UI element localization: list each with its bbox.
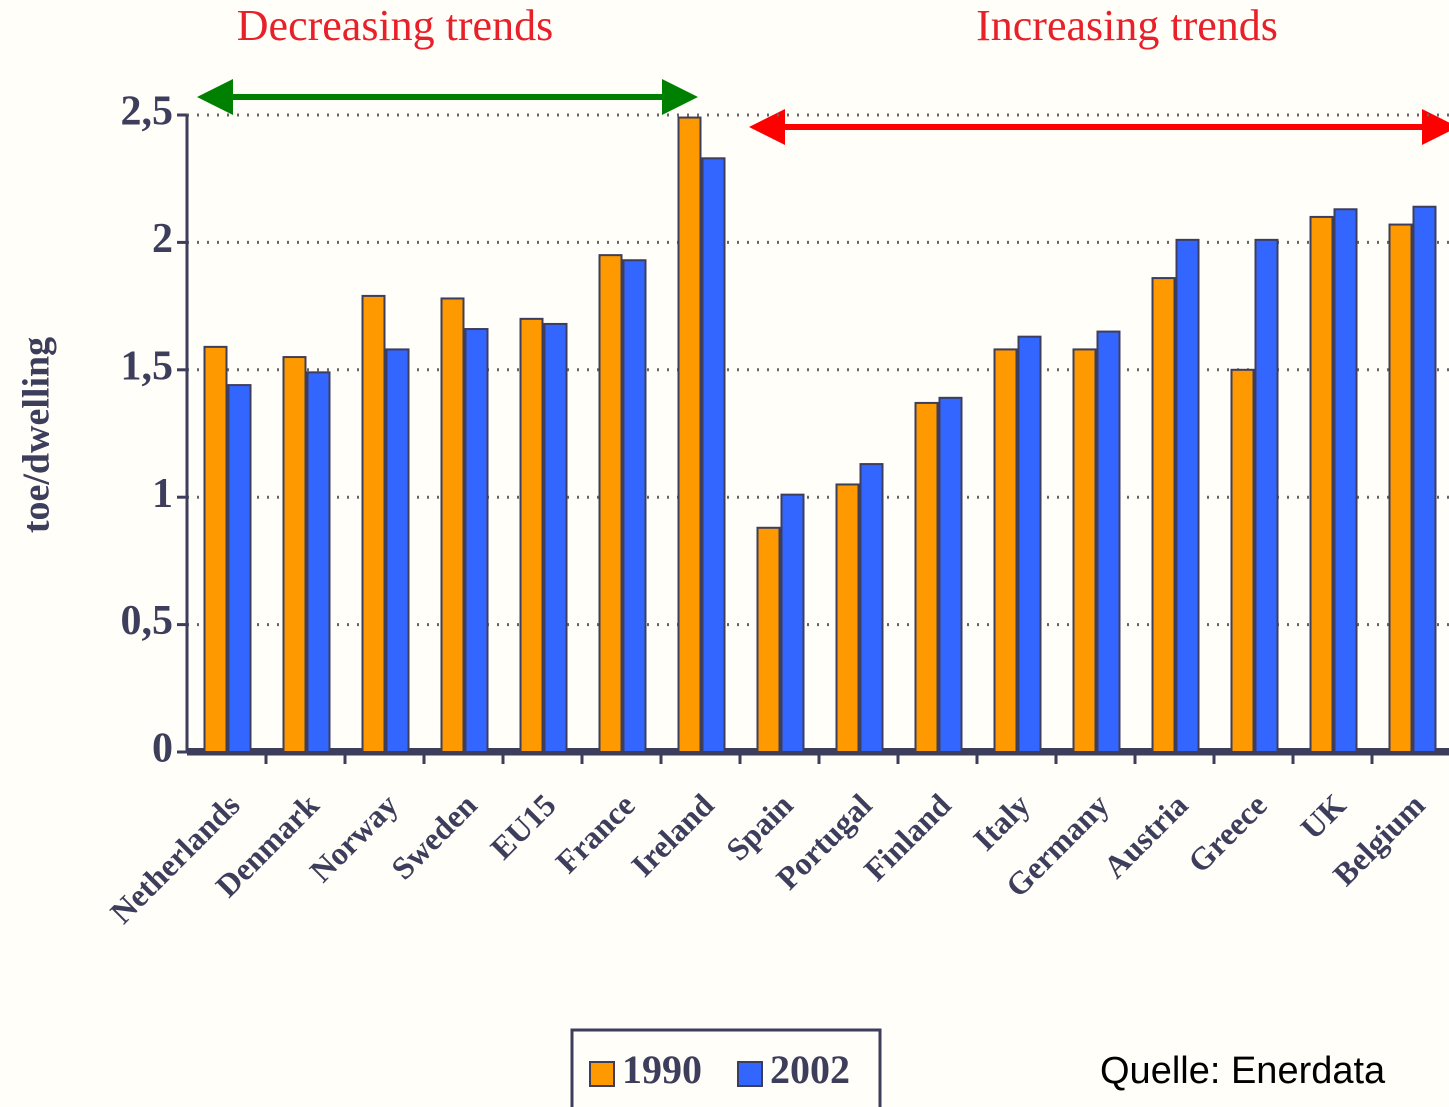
x-tick-label: Norway — [303, 787, 405, 889]
x-tick-label: Austria — [1096, 787, 1194, 885]
y-tick-label: 1 — [152, 471, 173, 517]
bar — [859, 463, 884, 753]
bar — [519, 317, 544, 753]
x-tick-label: Netherlands — [103, 787, 247, 931]
x-tick-label: Ireland — [624, 787, 721, 884]
bar — [1072, 348, 1097, 753]
bar — [598, 254, 623, 753]
bar — [938, 396, 963, 753]
bar — [227, 384, 252, 753]
bar — [914, 401, 939, 753]
bar — [756, 526, 781, 753]
bar — [1412, 205, 1437, 753]
bar — [203, 345, 228, 753]
bar — [1333, 208, 1358, 753]
bar — [677, 116, 702, 754]
legend-swatch — [737, 1061, 763, 1087]
bar — [1175, 238, 1200, 754]
bar — [1017, 335, 1042, 753]
x-tick-label: Greece — [1181, 787, 1274, 880]
y-tick-label: 2,5 — [121, 89, 174, 135]
source: Quelle: Enerdata — [1100, 1050, 1386, 1092]
x-tick-label: Finland — [857, 787, 958, 888]
y-tick-label: 0 — [152, 726, 173, 772]
bar — [1230, 368, 1255, 753]
bar — [440, 297, 465, 753]
y-tick-label: 1,5 — [121, 343, 174, 389]
y-tick-label: 2 — [152, 216, 173, 262]
bar — [835, 483, 860, 753]
bar — [1254, 238, 1279, 754]
bar — [543, 322, 568, 753]
bar — [622, 259, 647, 753]
bar — [1309, 215, 1334, 754]
bar — [385, 348, 410, 753]
bar — [1096, 330, 1121, 753]
annotation: Decreasing trends — [237, 1, 553, 50]
x-tick-label: UK — [1293, 787, 1352, 846]
x-tick-label: Italy — [966, 787, 1037, 858]
annotation: Increasing trends — [976, 1, 1278, 50]
bar — [282, 356, 307, 753]
legend-label: 1990 — [622, 1047, 702, 1092]
bar — [780, 493, 805, 753]
legend-box — [570, 1028, 882, 1107]
legend-swatch — [589, 1061, 615, 1087]
y-tick-label: 0,5 — [121, 598, 174, 644]
bar — [361, 294, 386, 753]
x-tick-label: France — [548, 787, 641, 880]
bar — [1151, 277, 1176, 753]
floor — [187, 748, 1449, 753]
legend-label: 2002 — [770, 1047, 850, 1092]
bar — [1388, 223, 1413, 753]
y-axis-label: toe/dwelling — [16, 337, 58, 533]
bar — [701, 157, 726, 754]
bar — [464, 328, 489, 753]
x-tick-label: Sweden — [384, 787, 484, 887]
bar — [993, 348, 1018, 753]
bar — [306, 371, 331, 753]
